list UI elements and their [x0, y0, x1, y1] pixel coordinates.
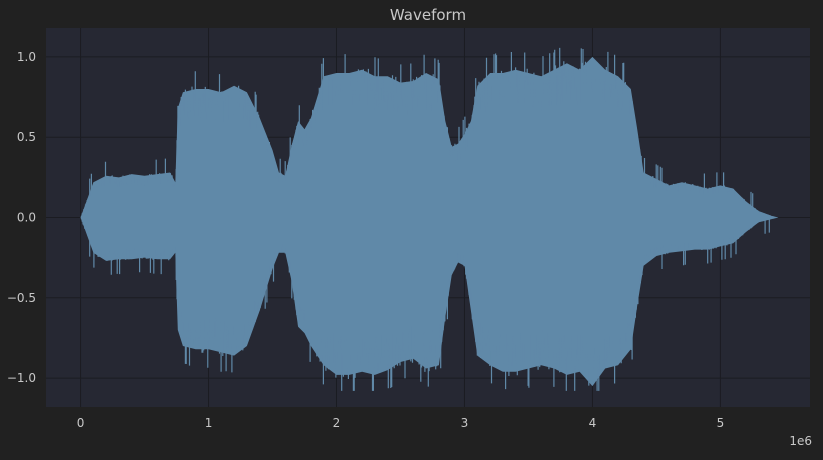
- x-tick-label: 0: [77, 416, 85, 430]
- x-tick-label: 1: [205, 416, 213, 430]
- waveform-marks: [80, 47, 779, 391]
- x-axis-ticks: 0 1 2 3 4 5: [77, 416, 725, 430]
- x-tick-label: 2: [333, 416, 341, 430]
- y-tick-label: −1.0: [7, 371, 36, 385]
- waveform-samples: [80, 47, 779, 391]
- y-tick-label: −0.5: [7, 291, 36, 305]
- x-tick-label: 4: [589, 416, 597, 430]
- y-tick-label: 0.0: [17, 211, 36, 225]
- x-tick-label: 3: [461, 416, 469, 430]
- y-tick-label: 0.5: [17, 130, 36, 144]
- y-tick-label: 1.0: [17, 50, 36, 64]
- x-tick-label: 5: [717, 416, 725, 430]
- chart-title: Waveform: [390, 6, 466, 24]
- x-axis-scale-label: 1e6: [789, 434, 812, 448]
- y-axis-ticks: 1.0 0.5 0.0 −0.5 −1.0: [7, 50, 36, 385]
